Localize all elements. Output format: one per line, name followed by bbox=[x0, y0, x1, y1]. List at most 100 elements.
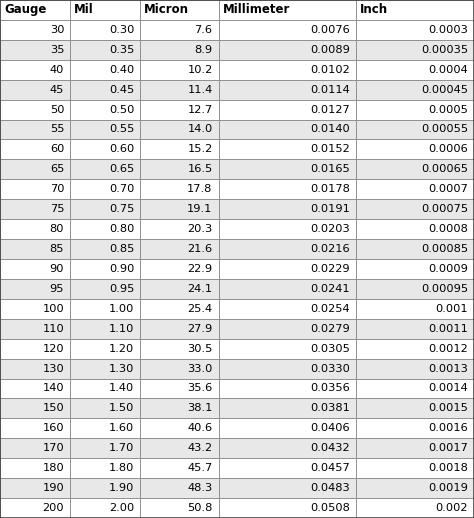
Bar bbox=[0, 319, 70, 339]
Text: 160: 160 bbox=[43, 423, 64, 434]
Text: Mil: Mil bbox=[74, 4, 94, 17]
Text: 0.0406: 0.0406 bbox=[310, 423, 350, 434]
Bar bbox=[0, 99, 70, 120]
Text: 7.6: 7.6 bbox=[194, 25, 212, 35]
Bar bbox=[70, 498, 140, 518]
Bar bbox=[70, 419, 140, 438]
Text: 30.5: 30.5 bbox=[187, 343, 212, 354]
Text: 0.0152: 0.0152 bbox=[310, 145, 350, 154]
Text: 0.0089: 0.0089 bbox=[310, 45, 350, 55]
Bar bbox=[356, 339, 474, 358]
Bar bbox=[140, 60, 219, 80]
Bar bbox=[356, 40, 474, 60]
Bar bbox=[0, 120, 70, 139]
Text: 0.0229: 0.0229 bbox=[310, 264, 350, 274]
Text: 200: 200 bbox=[43, 503, 64, 513]
Text: 0.90: 0.90 bbox=[109, 264, 134, 274]
Text: 55: 55 bbox=[50, 124, 64, 135]
Text: 0.0254: 0.0254 bbox=[310, 304, 350, 314]
Bar bbox=[356, 398, 474, 419]
Text: 0.35: 0.35 bbox=[109, 45, 134, 55]
Bar bbox=[70, 20, 140, 40]
Text: 0.0330: 0.0330 bbox=[310, 364, 350, 373]
Text: 0.0009: 0.0009 bbox=[428, 264, 468, 274]
Bar bbox=[356, 20, 474, 40]
Bar bbox=[0, 478, 70, 498]
Text: 0.00065: 0.00065 bbox=[421, 164, 468, 175]
Bar bbox=[0, 259, 70, 279]
Text: 1.40: 1.40 bbox=[109, 383, 134, 394]
Text: 19.1: 19.1 bbox=[187, 204, 212, 214]
Text: 0.00035: 0.00035 bbox=[421, 45, 468, 55]
Text: 180: 180 bbox=[42, 463, 64, 473]
Bar bbox=[140, 319, 219, 339]
Bar bbox=[0, 398, 70, 419]
Text: 38.1: 38.1 bbox=[187, 404, 212, 413]
Text: 0.50: 0.50 bbox=[109, 105, 134, 114]
Text: 0.0432: 0.0432 bbox=[310, 443, 350, 453]
Text: 0.0016: 0.0016 bbox=[428, 423, 468, 434]
Bar bbox=[0, 179, 70, 199]
Bar bbox=[219, 498, 356, 518]
Text: 75: 75 bbox=[50, 204, 64, 214]
Bar bbox=[0, 358, 70, 379]
Bar bbox=[140, 139, 219, 160]
Text: 24.1: 24.1 bbox=[187, 284, 212, 294]
Text: 0.0305: 0.0305 bbox=[310, 343, 350, 354]
Bar bbox=[0, 160, 70, 179]
Text: 1.20: 1.20 bbox=[109, 343, 134, 354]
Text: 35: 35 bbox=[50, 45, 64, 55]
Bar bbox=[70, 379, 140, 398]
Text: 11.4: 11.4 bbox=[187, 84, 212, 95]
Text: 0.0508: 0.0508 bbox=[310, 503, 350, 513]
Text: 43.2: 43.2 bbox=[187, 443, 212, 453]
Bar bbox=[70, 339, 140, 358]
Text: 40.6: 40.6 bbox=[187, 423, 212, 434]
Bar bbox=[140, 199, 219, 219]
Bar bbox=[356, 498, 474, 518]
Bar bbox=[219, 478, 356, 498]
Bar bbox=[70, 60, 140, 80]
Bar bbox=[356, 99, 474, 120]
Text: Gauge: Gauge bbox=[4, 4, 46, 17]
Bar bbox=[356, 259, 474, 279]
Bar bbox=[140, 160, 219, 179]
Bar bbox=[70, 0, 140, 20]
Bar bbox=[0, 339, 70, 358]
Bar bbox=[219, 80, 356, 99]
Bar bbox=[140, 20, 219, 40]
Bar bbox=[0, 419, 70, 438]
Text: 27.9: 27.9 bbox=[187, 324, 212, 334]
Bar bbox=[356, 80, 474, 99]
Bar bbox=[70, 398, 140, 419]
Text: 70: 70 bbox=[50, 184, 64, 194]
Text: 0.0483: 0.0483 bbox=[310, 483, 350, 493]
Bar bbox=[140, 419, 219, 438]
Bar bbox=[70, 358, 140, 379]
Text: 10.2: 10.2 bbox=[187, 65, 212, 75]
Bar bbox=[219, 319, 356, 339]
Bar bbox=[219, 179, 356, 199]
Bar bbox=[70, 160, 140, 179]
Bar bbox=[70, 139, 140, 160]
Text: 1.70: 1.70 bbox=[109, 443, 134, 453]
Text: 15.2: 15.2 bbox=[187, 145, 212, 154]
Text: 17.8: 17.8 bbox=[187, 184, 212, 194]
Bar bbox=[356, 299, 474, 319]
Text: Inch: Inch bbox=[360, 4, 388, 17]
Text: 0.0203: 0.0203 bbox=[310, 224, 350, 234]
Text: 0.0005: 0.0005 bbox=[428, 105, 468, 114]
Text: 90: 90 bbox=[50, 264, 64, 274]
Bar bbox=[140, 259, 219, 279]
Text: Micron: Micron bbox=[144, 4, 189, 17]
Bar bbox=[70, 299, 140, 319]
Bar bbox=[356, 239, 474, 259]
Bar bbox=[70, 179, 140, 199]
Bar bbox=[356, 478, 474, 498]
Bar bbox=[356, 219, 474, 239]
Bar bbox=[219, 279, 356, 299]
Bar bbox=[219, 99, 356, 120]
Bar bbox=[70, 219, 140, 239]
Bar bbox=[219, 219, 356, 239]
Text: 0.0241: 0.0241 bbox=[310, 284, 350, 294]
